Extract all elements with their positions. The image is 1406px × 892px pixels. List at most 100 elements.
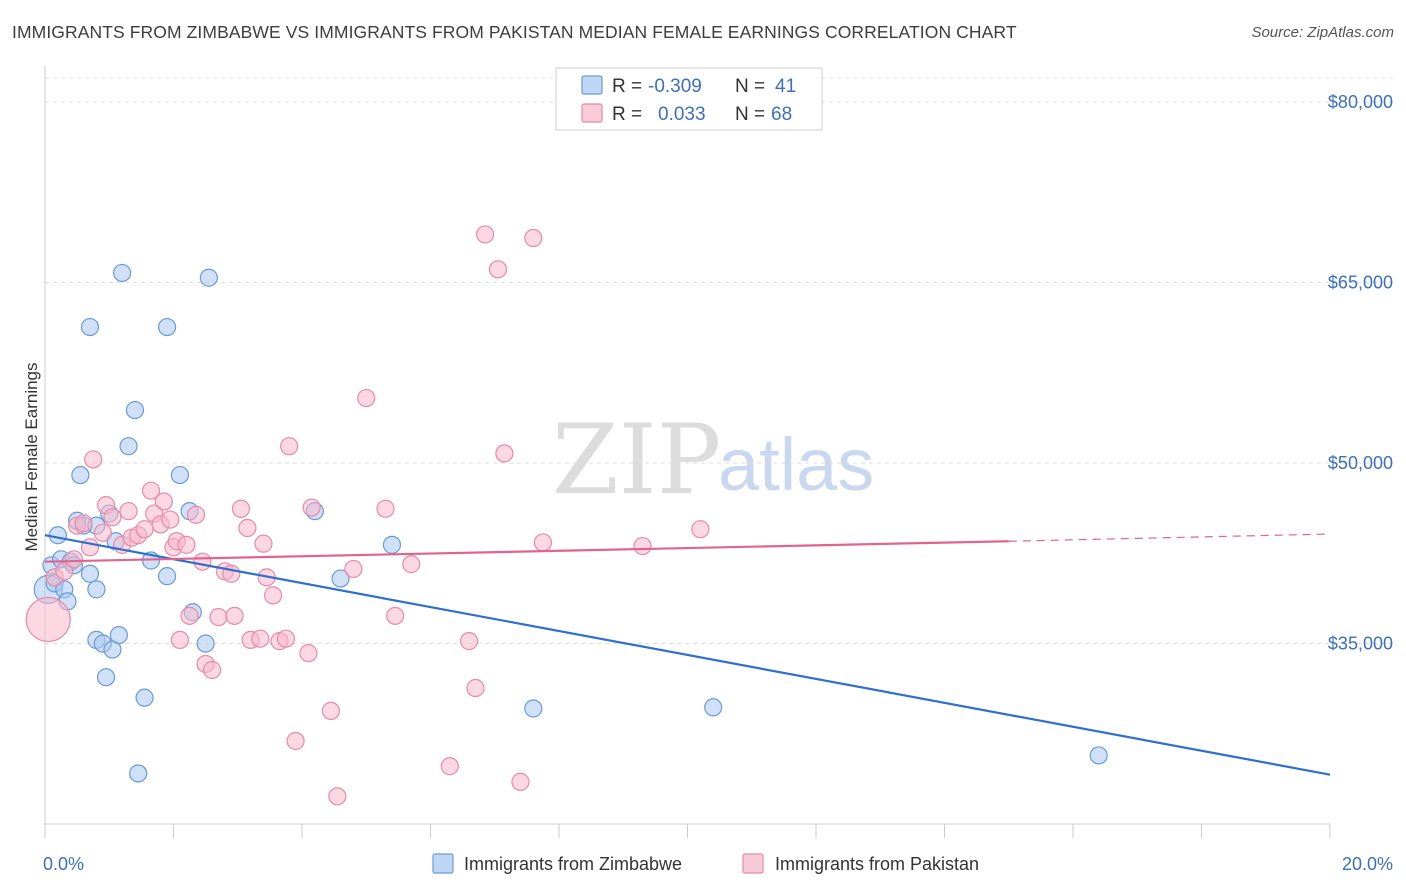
trend-lines	[44, 533, 1331, 776]
legend-n-value-pakistan: 68	[771, 104, 792, 125]
bottom-legend-swatch-pakistan	[742, 853, 764, 874]
data-point-zimbabwe	[96, 668, 116, 687]
data-point-zimbabwe	[524, 699, 543, 718]
data-point-pakistan	[302, 498, 321, 517]
data-point-pakistan	[488, 260, 508, 279]
y-tick-labels: $35,000 $50,000 $65,000 $80,000	[1328, 92, 1393, 653]
data-point-pakistan	[263, 586, 283, 605]
trend-line-zimbabwe	[44, 534, 1331, 776]
data-point-zimbabwe	[382, 535, 402, 554]
data-point-pakistan	[286, 731, 305, 751]
data-point-pakistan	[180, 606, 199, 625]
legend-n-label-pakistan: N =	[735, 104, 765, 125]
data-point-pakistan	[103, 508, 122, 527]
y-axis-label: Median Female Earnings	[22, 363, 41, 552]
gridlines	[45, 77, 1395, 645]
source-label: Source: ZipAtlas.com	[1251, 24, 1394, 41]
data-point-pakistan	[511, 772, 530, 791]
data-point-zimbabwe	[196, 634, 215, 653]
chart-title: IMMIGRANTS FROM ZIMBABWE VS IMMIGRANTS F…	[12, 22, 1017, 42]
data-point-pakistan	[276, 629, 296, 648]
data-point-pakistan	[64, 550, 84, 569]
legend-n-label-zimbabwe: N =	[735, 76, 765, 97]
data-point-pakistan	[209, 607, 228, 627]
data-point-pakistan	[459, 632, 479, 651]
data-point-pakistan	[440, 757, 459, 776]
trend-line-pakistan-extension	[1008, 533, 1331, 542]
data-point-pakistan	[55, 562, 74, 581]
data-point-pakistan	[74, 514, 93, 533]
bottom-legend-swatch-zimbabwe	[432, 853, 454, 874]
legend-swatch-zimbabwe	[581, 75, 603, 95]
legend-r-value-zimbabwe: -0.309	[648, 76, 702, 97]
y-tick-label: $35,000	[1328, 634, 1393, 654]
legend-n-value-zimbabwe: 41	[775, 76, 796, 97]
data-point-pakistan	[154, 492, 173, 511]
y-tick-label: $65,000	[1328, 273, 1393, 293]
data-point-pakistan	[533, 533, 553, 552]
x-tick-label-min: 0.0%	[43, 854, 84, 874]
data-point-zimbabwe	[170, 465, 190, 485]
data-point-zimbabwe	[125, 400, 145, 420]
data-point-pakistan	[119, 502, 138, 521]
data-point-pakistan	[299, 644, 318, 663]
data-point-zimbabwe	[109, 625, 128, 645]
data-point-zimbabwe	[80, 317, 100, 337]
data-point-pakistan	[141, 481, 161, 500]
data-point-zimbabwe	[71, 465, 90, 485]
x-tick-labels: 0.0% 20.0%	[43, 854, 1393, 874]
legend-swatch-pakistan	[581, 103, 603, 123]
data-point-pakistan	[93, 523, 112, 542]
data-point-pakistan	[254, 534, 273, 553]
data-point-pakistan	[84, 450, 103, 469]
legend-r-label-zimbabwe: R =	[612, 76, 642, 97]
data-point-pakistan	[466, 678, 485, 698]
data-point-pakistan	[135, 520, 154, 539]
data-point-zimbabwe	[112, 263, 132, 283]
data-point-pakistan	[280, 437, 299, 456]
data-point-pakistan	[633, 536, 652, 556]
data-point-zimbabwe	[157, 317, 177, 337]
correlation-legend: R = -0.309 N = 41 R = 0.033 N = 68	[555, 67, 823, 131]
data-point-pakistan	[161, 510, 180, 529]
series-pakistan-points	[25, 225, 710, 806]
data-point-pakistan	[225, 606, 244, 625]
data-point-pakistan	[170, 630, 190, 650]
data-point-pakistan	[186, 505, 206, 524]
data-point-zimbabwe	[80, 564, 100, 583]
bottom-legend-label-pakistan: Immigrants from Pakistan	[775, 854, 979, 874]
data-point-pakistan	[25, 596, 71, 643]
data-point-pakistan	[691, 520, 710, 539]
data-point-pakistan	[386, 606, 405, 625]
data-point-pakistan	[177, 535, 196, 554]
data-point-pakistan	[321, 701, 341, 720]
axes	[44, 66, 1331, 838]
data-point-pakistan	[344, 559, 363, 579]
data-point-pakistan	[402, 555, 421, 574]
bottom-legend-label-zimbabwe: Immigrants from Zimbabwe	[464, 854, 682, 874]
trend-line-pakistan	[44, 540, 1009, 563]
y-tick-label: $80,000	[1328, 92, 1393, 112]
watermark-zip: ZIP	[552, 404, 721, 516]
watermark: ZIP atlas	[552, 404, 874, 516]
data-point-zimbabwe	[48, 526, 67, 545]
data-point-pakistan	[328, 787, 347, 806]
data-point-pakistan	[357, 388, 376, 408]
watermark-atlas: atlas	[718, 423, 874, 506]
data-point-pakistan	[231, 499, 251, 518]
data-point-pakistan	[202, 660, 222, 680]
y-tick-label: $50,000	[1328, 453, 1393, 473]
data-point-zimbabwe	[129, 764, 148, 783]
data-point-pakistan	[251, 629, 270, 648]
data-point-pakistan	[524, 228, 543, 248]
data-point-zimbabwe	[135, 688, 154, 707]
data-point-zimbabwe	[1089, 746, 1108, 765]
data-point-zimbabwe	[199, 268, 218, 287]
legend-r-value-pakistan: 0.033	[658, 104, 706, 125]
data-point-zimbabwe	[331, 569, 350, 588]
data-point-zimbabwe	[119, 437, 138, 456]
data-point-pakistan	[80, 538, 100, 557]
data-point-pakistan	[495, 444, 514, 463]
x-tick-label-max: 20.0%	[1342, 854, 1393, 874]
